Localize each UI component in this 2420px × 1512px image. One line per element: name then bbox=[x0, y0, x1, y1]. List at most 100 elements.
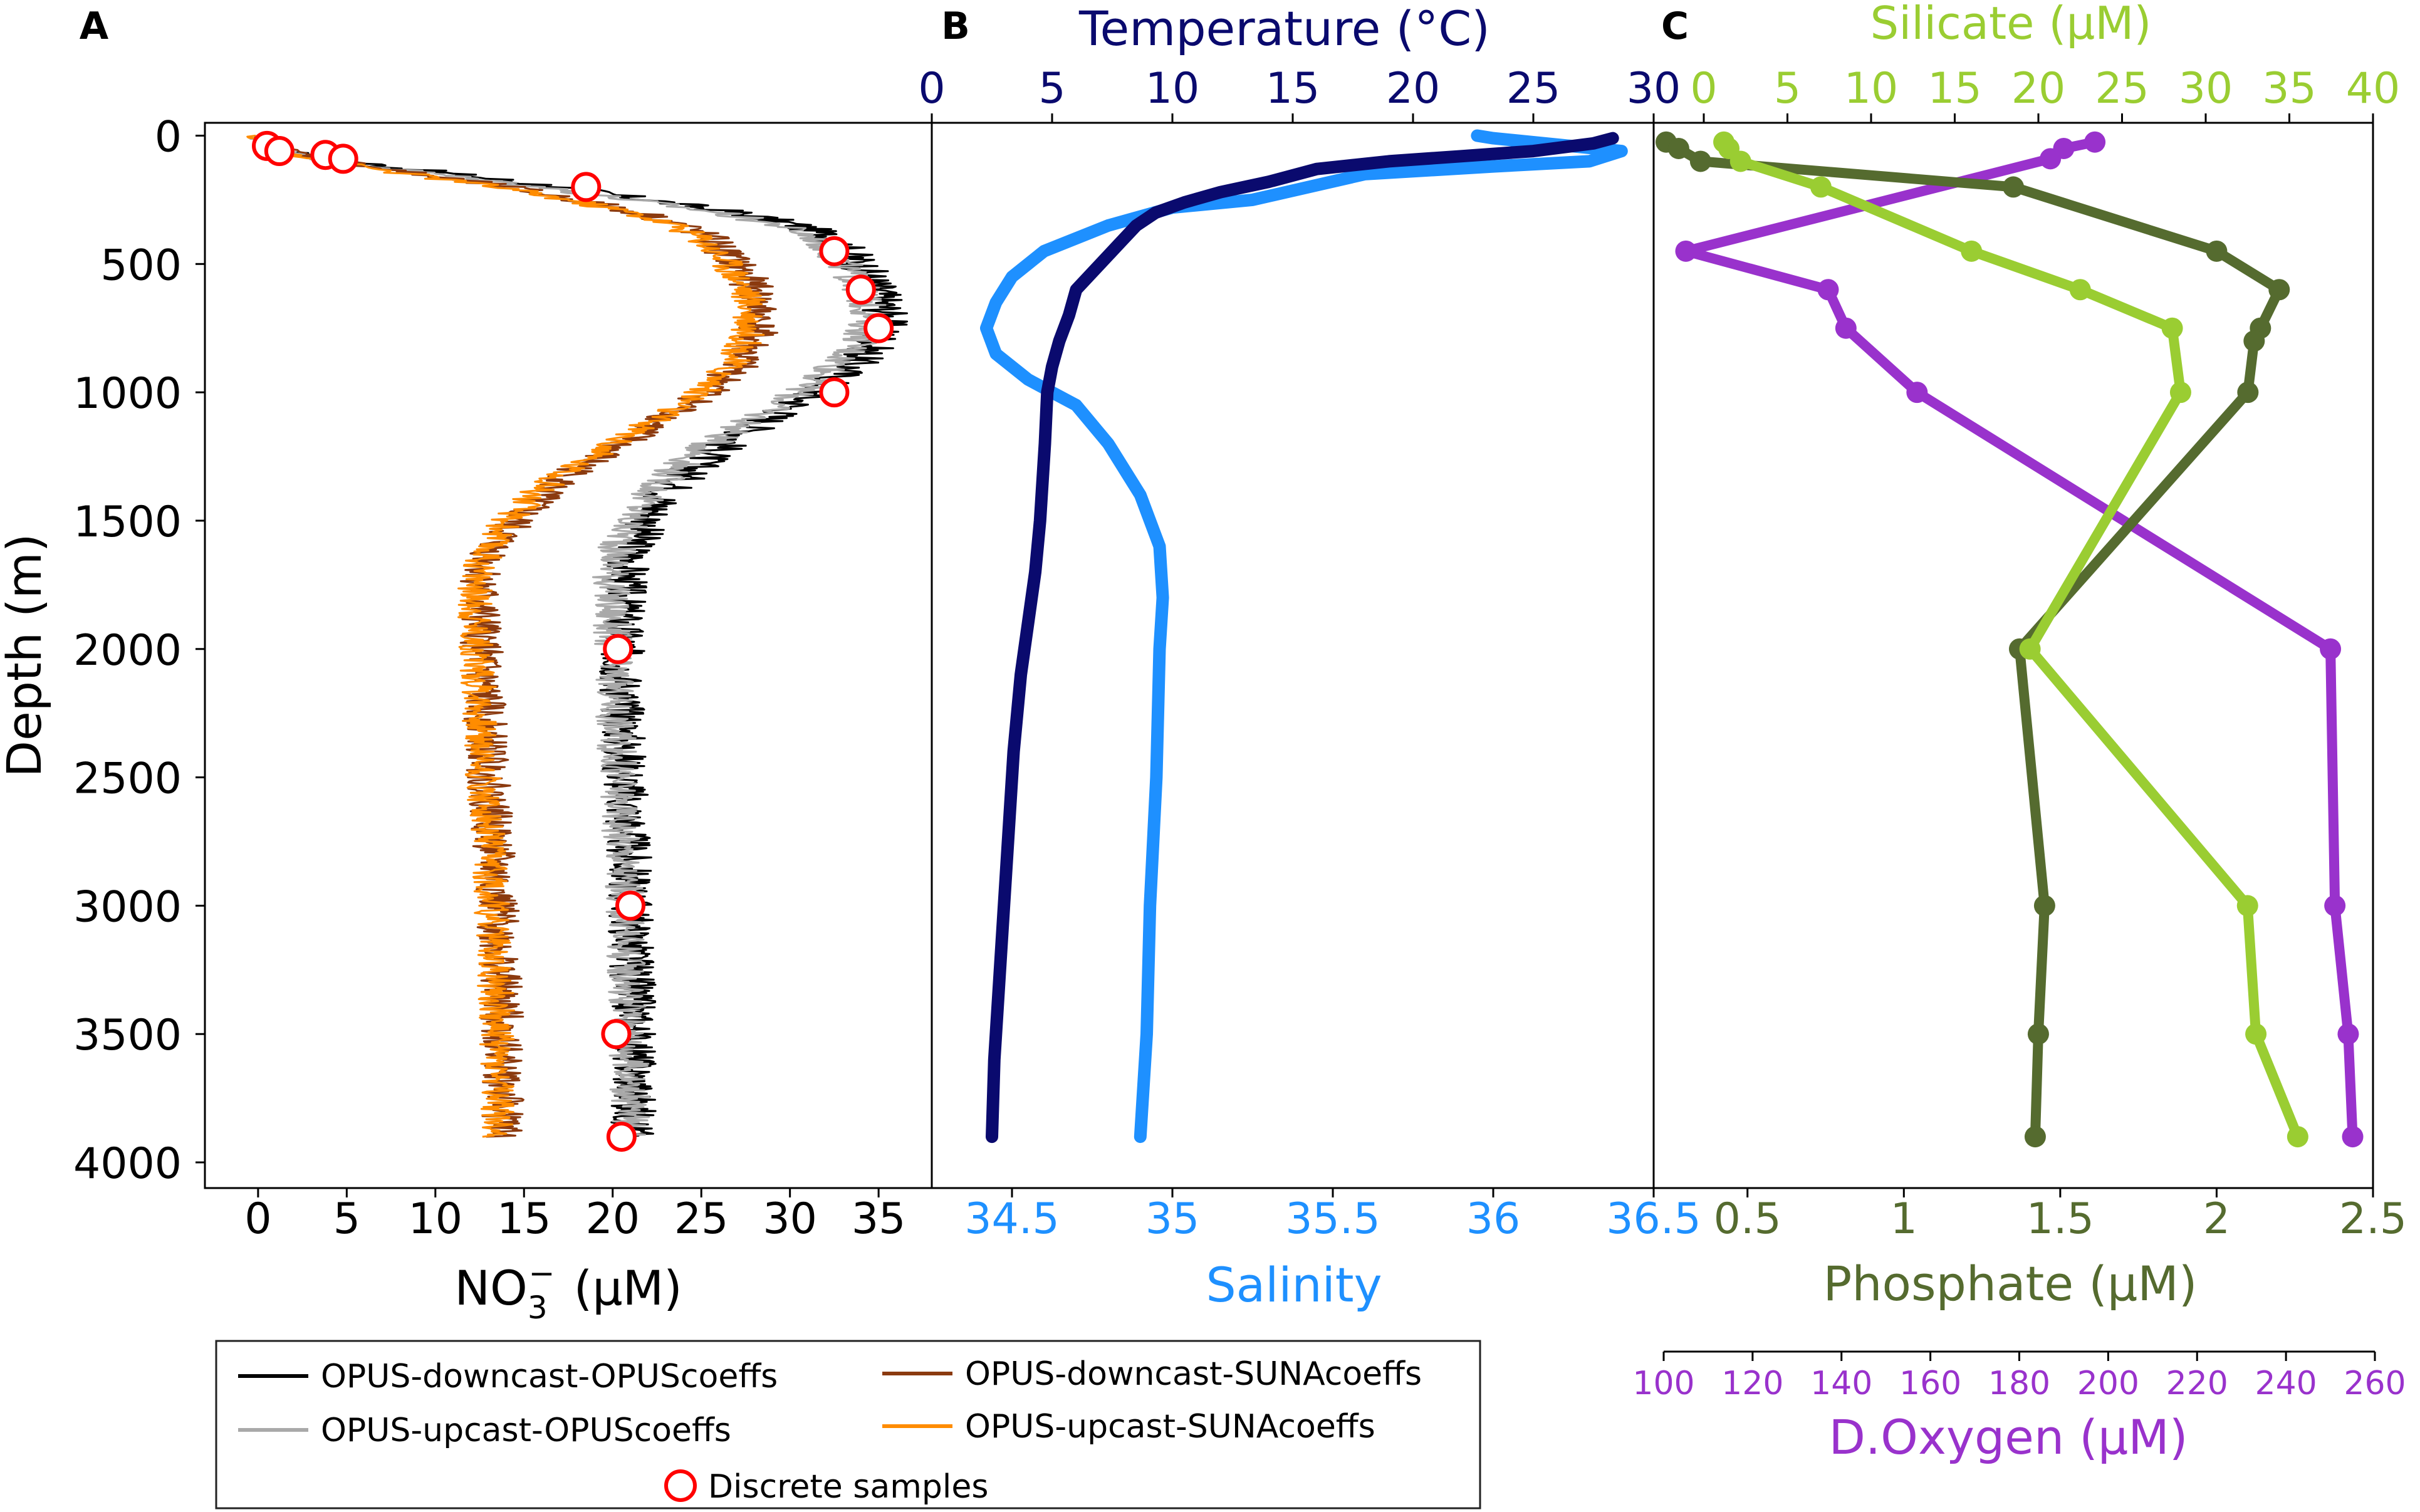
x-tick-label-0: 0 bbox=[244, 1194, 271, 1244]
si-tick-label-0: 0 bbox=[1690, 64, 1717, 113]
panel-c-frame bbox=[1652, 122, 2374, 1189]
phosphate-point-10 bbox=[2033, 895, 2055, 917]
panel-b-letter: B bbox=[941, 4, 970, 48]
sal-tick-label-36: 36 bbox=[1466, 1194, 1521, 1244]
ox-tick-label-180: 180 bbox=[1988, 1365, 2050, 1402]
discrete-sample-10 bbox=[615, 890, 646, 921]
x-tick-label-10: 10 bbox=[409, 1194, 463, 1244]
discrete-sample-4 bbox=[571, 172, 602, 202]
oxygen-point-6 bbox=[1906, 382, 1928, 404]
panel-a-letter: A bbox=[80, 4, 109, 48]
legend-label-discrete: Discrete samples bbox=[708, 1468, 988, 1506]
panel-a-x-label: NO3− (µM) bbox=[454, 1255, 682, 1326]
sal-tick-label-36.5: 36.5 bbox=[1606, 1194, 1701, 1244]
silicate-point-2 bbox=[1729, 150, 1751, 172]
panel-a-y-ticks: 0 500 1000 1500 2000 2500 3000 3500 4000 bbox=[73, 112, 205, 1189]
oxygen-point-3 bbox=[1675, 240, 1697, 262]
y-tick-label-3000: 3000 bbox=[73, 882, 182, 932]
silicate-line bbox=[1719, 138, 2303, 1139]
panel-c-silicate-ticks: 0 5 10 15 20 25 30 35 40 bbox=[1690, 64, 2400, 123]
ox-tick-label-160: 160 bbox=[1899, 1365, 1961, 1402]
legend-label-downcast-suna: OPUS-downcast-SUNAcoeffs bbox=[965, 1355, 1422, 1393]
ox-tick-label-100: 100 bbox=[1632, 1365, 1694, 1402]
discrete-sample-8 bbox=[819, 377, 850, 408]
legend: OPUS-downcast-OPUScoeffs OPUS-upcast-OPU… bbox=[215, 1340, 1481, 1509]
oxygen-point-8 bbox=[2324, 895, 2346, 917]
temperature-line bbox=[986, 132, 1619, 1144]
panel-b-series bbox=[980, 129, 1628, 1144]
phosphate-point-2 bbox=[1689, 150, 1711, 172]
phosphate-point-7 bbox=[2243, 330, 2265, 352]
temp-tick-label-20: 20 bbox=[1386, 64, 1441, 113]
silicate-axis-label: Silicate (µM) bbox=[1870, 0, 2152, 50]
phosphate-point-8 bbox=[2237, 382, 2259, 404]
no3-label-sup: − bbox=[529, 1255, 555, 1291]
oxygen-point-7 bbox=[2320, 638, 2342, 660]
panel-b-frame bbox=[931, 122, 1655, 1189]
legend-label-upcast-opus: OPUS-upcast-OPUScoeffs bbox=[321, 1412, 731, 1449]
phosphate-point-1 bbox=[1667, 137, 1689, 159]
oxygen-point-2 bbox=[2040, 148, 2062, 170]
y-tick-label-500: 500 bbox=[100, 241, 182, 290]
legend-label-upcast-suna: OPUS-upcast-SUNAcoeffs bbox=[965, 1408, 1375, 1446]
temp-tick-label-25: 25 bbox=[1506, 64, 1561, 113]
temp-tick-label-0: 0 bbox=[918, 64, 945, 113]
phosphate-line bbox=[1664, 137, 2285, 1137]
panel-b-temperature-ticks: 0 5 10 15 20 25 30 bbox=[918, 64, 1681, 123]
discrete-sample-9 bbox=[603, 633, 634, 664]
phosphate-point-5 bbox=[2268, 279, 2290, 301]
temp-tick-label-15: 15 bbox=[1266, 64, 1320, 113]
phosphate-point-12 bbox=[2024, 1126, 2046, 1148]
discrete-sample-1 bbox=[264, 136, 295, 167]
si-tick-label-25: 25 bbox=[2095, 64, 2149, 113]
si-tick-label-20: 20 bbox=[2011, 64, 2066, 113]
ph-tick-label-2: 2 bbox=[2203, 1194, 2230, 1244]
salinity-line bbox=[980, 129, 1628, 1144]
no3-label-unit: (µM) bbox=[574, 1260, 682, 1316]
ox-tick-label-120: 120 bbox=[1721, 1365, 1783, 1402]
temp-tick-label-10: 10 bbox=[1145, 64, 1200, 113]
si-tick-label-40: 40 bbox=[2346, 64, 2401, 113]
panel-a-series bbox=[246, 135, 909, 1138]
ox-tick-label-200: 200 bbox=[2077, 1365, 2139, 1402]
oxygen-axis-label: D.Oxygen (µM) bbox=[1828, 1409, 2188, 1465]
panel-b-salinity-ticks: 34.5 35 35.5 36 36.5 bbox=[964, 1188, 1701, 1244]
panel-c-oxygen-ticks: 100 120 140 160 180 200 220 240 260 bbox=[1632, 1352, 2406, 1402]
panel-a-frame bbox=[204, 122, 933, 1189]
si-tick-label-30: 30 bbox=[2179, 64, 2233, 113]
no3-label-main: NO bbox=[454, 1260, 528, 1316]
sal-tick-label-34.5: 34.5 bbox=[964, 1194, 1059, 1244]
phosphate-point-3 bbox=[2003, 176, 2024, 198]
x-tick-label-30: 30 bbox=[763, 1194, 817, 1244]
y-tick-label-2000: 2000 bbox=[73, 626, 182, 675]
y-tick-label-1000: 1000 bbox=[73, 369, 182, 419]
discrete-sample-12 bbox=[606, 1122, 637, 1152]
sal-tick-label-35.5: 35.5 bbox=[1285, 1194, 1380, 1244]
y-tick-label-4000: 4000 bbox=[73, 1139, 182, 1189]
panel-a-x-ticks: 0 5 10 15 20 25 30 35 bbox=[244, 1188, 905, 1244]
panel-c-phosphate-ticks: 0.5 1 1.5 2 2.5 bbox=[1714, 1188, 2407, 1244]
sal-tick-label-35: 35 bbox=[1145, 1194, 1200, 1244]
discrete-sample-6 bbox=[845, 274, 876, 305]
ph-tick-label-1.5: 1.5 bbox=[2026, 1194, 2094, 1244]
legend-marker-discrete bbox=[664, 1469, 697, 1502]
y-tick-label-1500: 1500 bbox=[73, 498, 182, 547]
discrete-sample-5 bbox=[819, 236, 850, 266]
panel-c: 0 5 10 15 20 25 30 35 40 0.5 1 1.5 2 2.5 100 120 140 16… bbox=[1632, 0, 2407, 1465]
x-tick-label-15: 15 bbox=[497, 1194, 551, 1244]
legend-label-downcast-opus: OPUS-downcast-OPUScoeffs bbox=[321, 1358, 778, 1395]
panel-c-letter: C bbox=[1661, 4, 1689, 48]
ox-tick-label-140: 140 bbox=[1810, 1365, 1872, 1402]
x-tick-label-20: 20 bbox=[585, 1194, 640, 1244]
si-tick-label-15: 15 bbox=[1927, 64, 1982, 113]
phosphate-point-4 bbox=[2206, 240, 2228, 262]
panel-c-series bbox=[1655, 131, 2364, 1148]
temp-tick-label-30: 30 bbox=[1627, 64, 1681, 113]
no3-label-sub: 3 bbox=[528, 1290, 548, 1326]
temperature-axis-label: Temperature (°C) bbox=[1078, 1, 1490, 56]
x-tick-label-5: 5 bbox=[333, 1194, 360, 1244]
silicate-point-10 bbox=[2245, 1023, 2267, 1045]
salinity-axis-label: Salinity bbox=[1206, 1257, 1382, 1313]
si-tick-label-35: 35 bbox=[2262, 64, 2317, 113]
